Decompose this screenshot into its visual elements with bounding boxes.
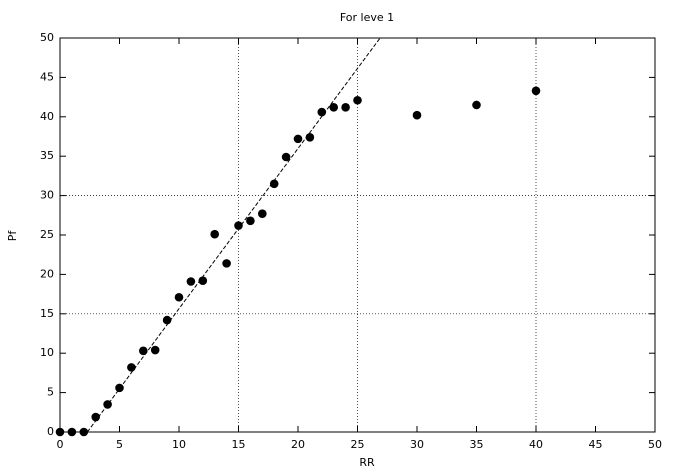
y-tick-label: 5 <box>47 386 54 399</box>
y-tick-label: 10 <box>40 346 54 359</box>
point <box>412 110 422 120</box>
point <box>67 427 77 437</box>
x-tick-label: 15 <box>232 438 246 451</box>
point <box>222 259 231 268</box>
point <box>258 209 267 219</box>
x-tick-label: 35 <box>470 438 484 451</box>
point <box>472 100 481 110</box>
point <box>210 229 219 239</box>
point <box>127 363 136 372</box>
x-tick-label: 0 <box>57 438 64 451</box>
y-tick-label: 30 <box>40 189 54 202</box>
fit-line <box>86 37 381 433</box>
point <box>353 95 362 105</box>
x-tick-label: 10 <box>172 438 186 451</box>
y-tick-label: 50 <box>40 31 54 44</box>
point <box>91 412 100 422</box>
point <box>246 216 255 226</box>
y-axis-label: Pf <box>6 230 19 242</box>
point <box>186 277 196 286</box>
point <box>150 345 160 355</box>
point <box>531 86 541 96</box>
y-tick-label: 45 <box>40 70 54 83</box>
point <box>293 134 303 144</box>
chart-title: For leve 1 <box>340 11 394 24</box>
y-tick-label: 20 <box>40 267 54 280</box>
point <box>281 152 291 162</box>
point <box>341 103 350 112</box>
plot-frame <box>59 37 656 433</box>
point <box>305 132 315 142</box>
point <box>269 179 279 189</box>
x-tick-label: 5 <box>116 438 123 451</box>
point <box>115 383 124 393</box>
point <box>139 346 148 356</box>
y-tick-label: 0 <box>47 425 54 438</box>
y-tick-label: 40 <box>40 110 54 123</box>
point <box>174 292 184 302</box>
x-axis-label: RR <box>359 456 375 469</box>
x-tick-label: 20 <box>291 438 305 451</box>
x-tick-label: 45 <box>589 438 603 451</box>
point <box>234 221 243 230</box>
y-tick-label: 25 <box>40 228 54 241</box>
point <box>317 107 327 117</box>
x-tick-label: 30 <box>410 438 424 451</box>
x-tick-label: 50 <box>648 438 662 451</box>
point <box>79 427 89 437</box>
point <box>198 276 208 286</box>
point <box>162 315 172 325</box>
x-tick-label: 40 <box>529 438 543 451</box>
point <box>55 427 65 437</box>
point <box>103 400 112 409</box>
y-tick-label: 15 <box>40 307 54 320</box>
x-tick-label: 25 <box>351 438 365 451</box>
point <box>329 103 339 112</box>
y-tick-label: 35 <box>40 149 54 162</box>
